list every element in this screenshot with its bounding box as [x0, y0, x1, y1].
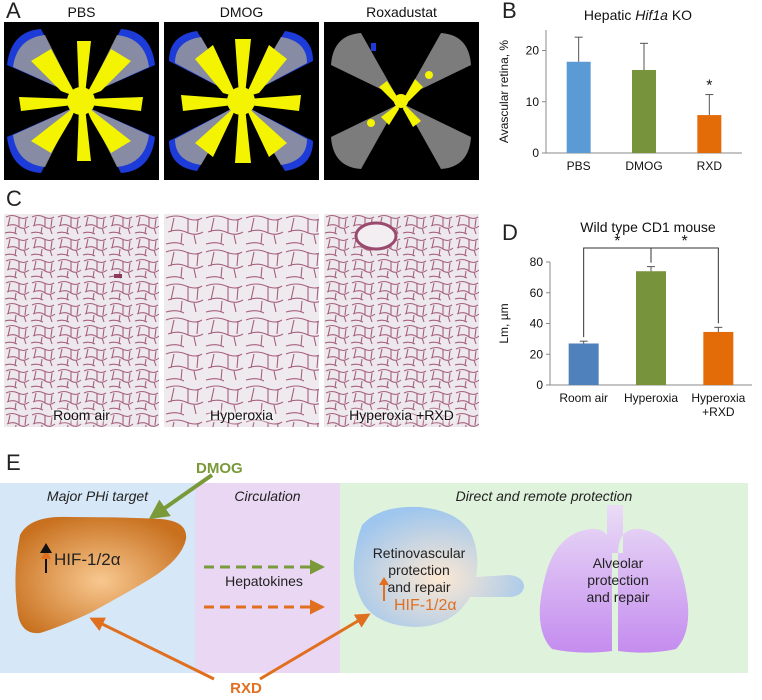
panel-letter-a: A [6, 0, 21, 23]
lung-section-hyperoxia: Hyperoxia [164, 214, 319, 427]
chart-d-category-label: Hyperoxia [691, 391, 745, 405]
image-title-roxadustat: Roxadustat [366, 4, 437, 20]
chart-d-ytick-label: 40 [530, 317, 544, 331]
eye-shape [353, 506, 524, 627]
chart-d-category-label: +RXD [702, 405, 735, 419]
chart-b-ylabel: Avascular retina, % [497, 40, 511, 143]
chart-b-bar [566, 61, 591, 153]
chart-d-title: Wild type CD1 mouse [580, 219, 716, 235]
dmog-label: DMOG [196, 460, 243, 477]
lung-text-line-2: protection [587, 572, 649, 588]
chart-d-bar [636, 271, 666, 385]
chart-b-title: Hepatic Hif1a KO [584, 7, 692, 23]
image-title-pbs: PBS [67, 4, 96, 20]
retina-text-line-1: Retinovascular [372, 545, 466, 561]
lung-text-line-3: and repair [586, 589, 650, 605]
section-title-direct-remote: Direct and remote protection [455, 488, 633, 504]
lung-texture [164, 214, 319, 427]
chart-d-significance-bracket [650, 247, 719, 324]
panel-letter-e: E [6, 450, 21, 475]
liver-shape [15, 516, 187, 634]
chart-d-ylabel: Lm, µm [497, 303, 511, 343]
chart-b-category-label: DMOG [625, 159, 662, 173]
section-title-circulation: Circulation [234, 488, 301, 504]
lung-label-hyperoxia: Hyperoxia [209, 407, 274, 423]
lung-text: Alveolar protection and repair [548, 555, 688, 606]
retina-hif-alpha: α [447, 597, 457, 614]
chart-b-ytick-label: 20 [526, 44, 540, 58]
liver-hif-prefix: HIF-1/2 [54, 550, 111, 569]
lung-section-hyperoxia-rxd: Hyperoxia +RXD [324, 214, 479, 427]
section-circulation [195, 483, 340, 673]
retina-image-roxadustat [324, 22, 479, 180]
lung-texture [324, 214, 479, 427]
retina-hif-prefix: HIF-1/2 [394, 597, 448, 614]
panel-letter-c: C [6, 186, 22, 211]
lung-text-line-1: Alveolar [592, 555, 644, 571]
lung-section-room-air: Room air [4, 214, 159, 427]
chart-d: Wild type CD1 mouse Lm, µm 0 20 40 60 80 Room a… [497, 219, 752, 419]
chart-d-bar [703, 331, 734, 385]
chart-b-significance: * [706, 78, 712, 95]
chart-d-ytick-label: 20 [530, 347, 544, 361]
chart-b-bar [697, 115, 722, 153]
chart-d-significance: * [614, 233, 620, 250]
chart-b-bar [632, 69, 656, 153]
chart-b-category-label: RXD [697, 159, 723, 173]
chart-d-ytick-label: 0 [536, 378, 543, 392]
section-title-major-phi: Major PHi target [46, 488, 149, 504]
chart-d-significance: * [682, 233, 688, 250]
panel-letter-b: B [502, 0, 517, 23]
lung-texture [4, 214, 159, 427]
schematic-graphics [15, 473, 689, 681]
chart-d-category-label: Room air [559, 391, 608, 405]
retina-image-pbs [4, 22, 159, 180]
chart-b: Hepatic Hif1a KO Avascular retina, % 0 10 20… [497, 7, 742, 173]
chart-d-category-label: Hyperoxia [624, 391, 678, 405]
lung-label-hyperoxia-rxd: Hyperoxia +RXD [349, 407, 454, 423]
chart-d-bar [568, 343, 599, 385]
retina-text: Retinovascular protection and repair [358, 545, 480, 596]
retina-text-line-2: protection [388, 562, 450, 578]
liver-hif-alpha: α [110, 550, 121, 569]
rxd-label: RXD [230, 680, 262, 697]
lungs-shape [539, 505, 689, 653]
chart-d-ytick-label: 60 [530, 286, 544, 300]
lung-label-room-air: Room air [53, 407, 110, 423]
retina-image-dmog [164, 22, 319, 180]
chart-d-ytick-label: 80 [530, 255, 544, 269]
chart-b-ytick-label: 10 [526, 95, 540, 109]
retina-text-line-3: and repair [387, 579, 451, 595]
hepatokines-label: Hepatokines [225, 573, 303, 589]
retina-hif-text: HIF-1/2α [394, 597, 484, 615]
image-title-dmog: DMOG [219, 4, 264, 20]
panel-letter-d: D [502, 220, 518, 245]
liver-hif-text: HIF-1/2α [54, 550, 164, 570]
chart-b-category-label: PBS [567, 159, 591, 173]
chart-b-ytick-label: 0 [532, 146, 539, 160]
